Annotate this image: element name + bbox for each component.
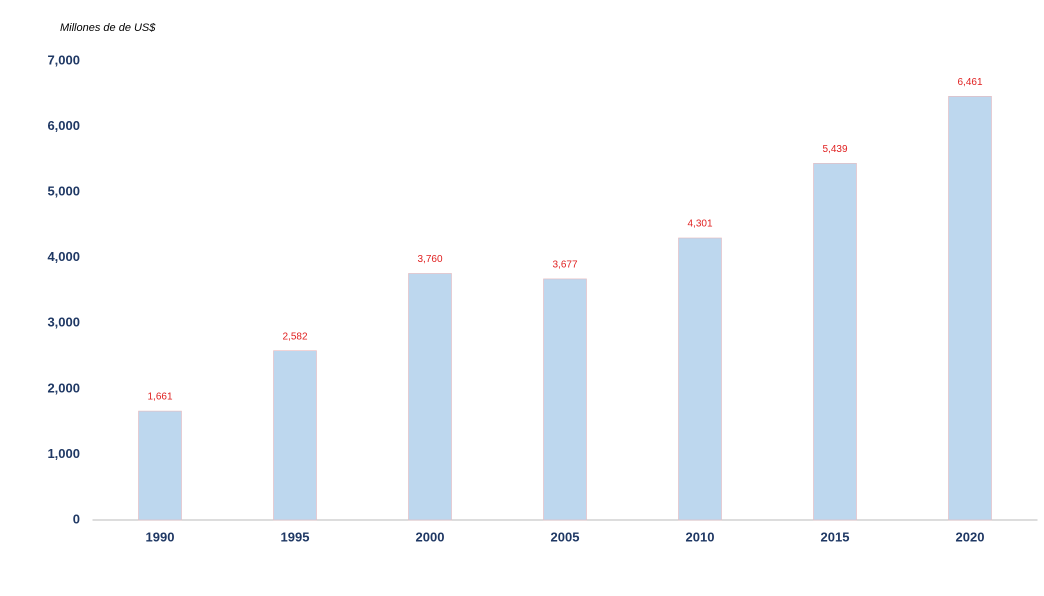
value-label: 2,582 — [282, 331, 307, 342]
bar — [678, 237, 722, 521]
x-tick-label: 1995 — [281, 529, 310, 544]
y-tick-label: 2,000 — [47, 380, 80, 395]
y-tick-label: 1,000 — [47, 446, 80, 461]
bar — [408, 273, 452, 521]
y-axis-label: Millones de de US$ — [60, 22, 156, 34]
bar — [543, 278, 587, 521]
bar — [138, 410, 182, 521]
y-tick-label: 4,000 — [47, 249, 80, 264]
y-tick-label: 6,000 — [47, 118, 80, 133]
x-tick-label: 2010 — [686, 529, 715, 544]
y-tick-label: 3,000 — [47, 315, 80, 330]
x-tick-label: 2015 — [821, 529, 850, 544]
value-label: 1,661 — [147, 392, 172, 403]
bar — [813, 163, 857, 521]
y-tick-label: 5,000 — [47, 184, 80, 199]
value-label: 3,677 — [552, 260, 577, 271]
x-tick-label: 1990 — [146, 529, 175, 544]
value-label: 4,301 — [687, 219, 712, 230]
x-tick-label: 2005 — [551, 529, 580, 544]
y-tick-label: 7,000 — [47, 52, 80, 67]
y-tick-label: 0 — [73, 511, 80, 526]
value-label: 5,439 — [822, 144, 847, 155]
bar — [948, 96, 992, 521]
x-tick-label: 2020 — [956, 529, 985, 544]
x-tick-label: 2000 — [416, 529, 445, 544]
value-label: 3,760 — [417, 254, 442, 265]
bar — [273, 350, 317, 521]
value-label: 6,461 — [957, 77, 982, 88]
